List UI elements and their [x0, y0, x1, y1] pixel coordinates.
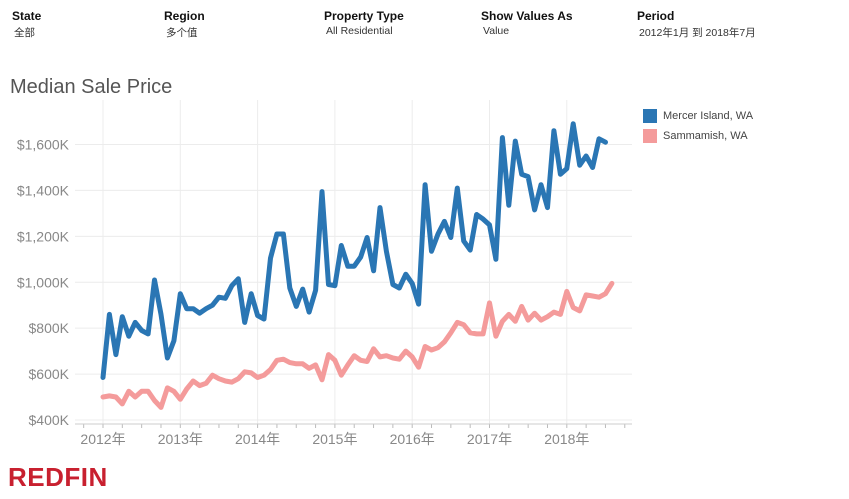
y-tick-label: $1,200K: [17, 228, 70, 244]
series-line-sammamish[interactable]: [100, 280, 615, 410]
x-tick-label: 2012年: [80, 431, 125, 447]
filter-period-label: Period: [637, 9, 675, 23]
grid: [75, 100, 632, 424]
y-tick-label: $1,000K: [17, 274, 70, 290]
filter-period-value[interactable]: 2012年1月 到 2018年7月: [639, 27, 756, 39]
y-tick-label: $600K: [29, 366, 70, 382]
filter-state-value[interactable]: 全部: [14, 27, 35, 39]
y-tick-label: $800K: [29, 320, 70, 336]
filter-region-value[interactable]: 多个值: [166, 27, 198, 39]
legend-item-mercer-island[interactable]: Mercer Island, WA: [643, 106, 753, 126]
filter-show-values-as-label: Show Values As: [481, 9, 573, 23]
series-line-mercer-island[interactable]: [100, 121, 608, 380]
x-tick-label: 2018年: [544, 431, 589, 447]
legend-label-sammamish: Sammamish, WA: [663, 130, 748, 142]
legend: Mercer Island, WA Sammamish, WA: [643, 106, 753, 146]
y-tick-label: $1,400K: [17, 182, 70, 198]
filter-state[interactable]: State 全部: [12, 9, 41, 40]
y-tick-label: $400K: [29, 412, 70, 428]
x-tick-label: 2016年: [390, 431, 435, 447]
x-tick-label: 2014年: [235, 431, 280, 447]
redfin-logo[interactable]: REDFIN: [8, 462, 108, 492]
legend-item-sammamish[interactable]: Sammamish, WA: [643, 126, 753, 146]
filter-period[interactable]: Period 2012年1月 到 2018年7月: [637, 9, 756, 40]
chart-title: Median Sale Price: [10, 76, 173, 98]
y-tick-label: $1,600K: [17, 137, 70, 153]
x-tick-label: 2017年: [467, 431, 512, 447]
filter-state-label: State: [12, 9, 42, 23]
filter-property-type-label: Property Type: [324, 9, 404, 23]
legend-label-mercer-island: Mercer Island, WA: [663, 110, 754, 122]
filter-property-type[interactable]: Property Type All Residential: [324, 9, 404, 37]
filter-property-type-value[interactable]: All Residential: [326, 25, 393, 37]
filter-bar: State 全部 Region 多个值 Property Type All Re…: [0, 9, 849, 43]
filter-region[interactable]: Region 多个值: [164, 9, 205, 40]
x-tick-label: 2013年: [158, 431, 203, 447]
x-tick-label: 2015年: [312, 431, 357, 447]
legend-swatch-mercer-island: [643, 109, 657, 123]
filter-show-values-as-value[interactable]: Value: [483, 25, 510, 37]
series-lines[interactable]: [100, 121, 615, 410]
filter-show-values-as[interactable]: Show Values As Value: [481, 9, 573, 37]
axes: $400K $600K $800K $1,000K $1,200K $1,400K $1,6…: [17, 137, 632, 447]
legend-swatch-sammamish: [643, 129, 657, 143]
filter-region-label: Region: [164, 9, 205, 23]
